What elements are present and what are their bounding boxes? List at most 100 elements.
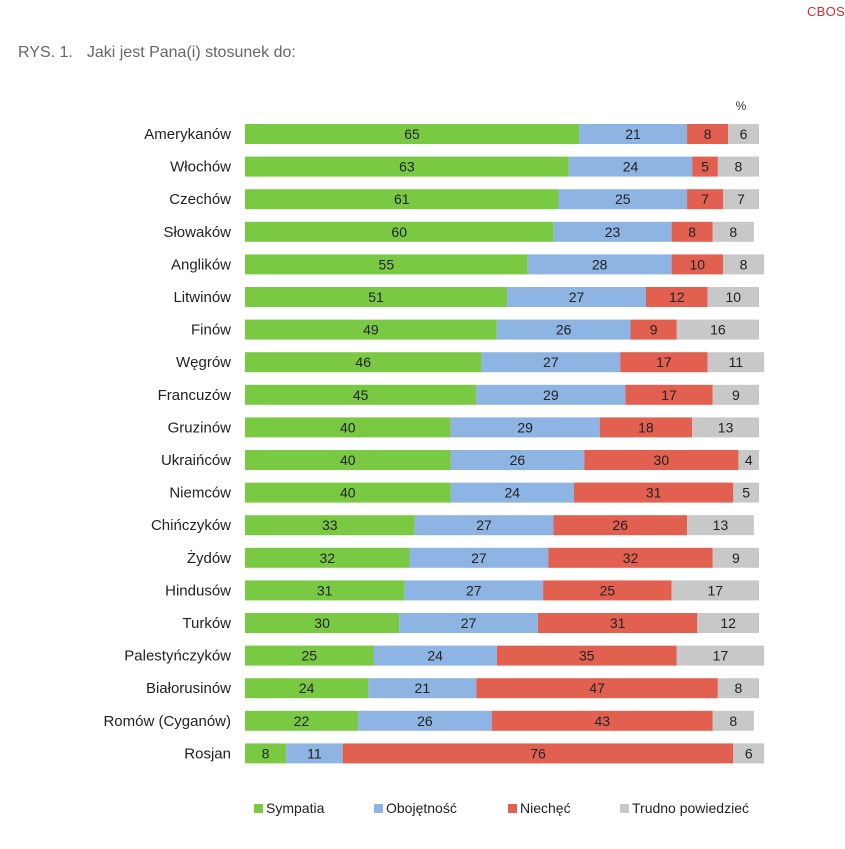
data-label: 12	[720, 615, 736, 631]
data-label: 26	[417, 713, 433, 729]
category-label: Francuzów	[158, 387, 232, 404]
bar-segment	[507, 287, 646, 307]
data-label: 11	[307, 745, 322, 761]
data-label: 17	[656, 354, 672, 370]
bar-segment	[553, 221, 672, 242]
bar-segment	[676, 319, 759, 340]
bar-segment	[723, 254, 765, 275]
data-label: 13	[718, 419, 734, 435]
bar-segment	[707, 287, 759, 307]
category-label: Słowaków	[163, 224, 231, 241]
data-label: 5	[742, 485, 750, 501]
category-label: Hindusów	[165, 582, 231, 599]
bar-segment	[245, 743, 287, 764]
category-label: Romów (Cyganów)	[103, 713, 231, 730]
bar-segment	[671, 221, 713, 242]
legend-swatch	[254, 804, 263, 813]
category-label: Litwinów	[173, 289, 231, 306]
data-label: 4	[745, 452, 753, 468]
bar-segment	[245, 352, 482, 373]
data-label: 5	[701, 159, 709, 175]
data-label: 7	[737, 191, 745, 207]
bar-segment	[245, 124, 580, 144]
data-label: 10	[726, 289, 742, 305]
category-label: Rosjan	[184, 745, 231, 762]
bar-segment	[245, 189, 559, 210]
data-label: 27	[476, 517, 492, 533]
category-label: Węgrów	[176, 354, 231, 371]
category-label: Ukraińców	[161, 452, 231, 469]
bar-segment	[733, 743, 765, 764]
bar-segment	[245, 547, 410, 568]
bar-segment	[245, 319, 497, 340]
data-label: 22	[294, 713, 310, 729]
data-label: 55	[379, 256, 395, 272]
data-label: 25	[600, 582, 616, 598]
data-label: 17	[661, 387, 677, 403]
bar-segment	[630, 319, 677, 340]
category-label: Anglików	[171, 256, 231, 273]
data-label: 8	[735, 680, 743, 696]
bar-segment	[712, 384, 759, 405]
data-label: 27	[471, 550, 487, 566]
data-label: 24	[623, 159, 639, 175]
bar-segment	[687, 189, 724, 210]
legend-label: Trudno powiedzieć	[632, 800, 749, 816]
data-label: 29	[517, 419, 533, 435]
bar-segment	[245, 384, 477, 405]
data-label: 6	[745, 745, 753, 761]
bar-segment	[712, 710, 754, 731]
data-label: 21	[625, 126, 641, 142]
category-label: Amerykanów	[144, 126, 231, 143]
bar-segment	[245, 221, 554, 242]
bar-segment	[476, 678, 718, 699]
data-label: 32	[319, 550, 335, 566]
bar-segment	[548, 547, 713, 568]
bar-segment	[450, 482, 574, 503]
bar-segment	[558, 189, 688, 210]
bar-segment	[450, 417, 600, 438]
figure-number: RYS. 1.	[18, 44, 73, 61]
legend-swatch	[374, 804, 383, 813]
data-label: 18	[638, 419, 654, 435]
bar-segment	[245, 645, 374, 666]
bar-segment	[671, 580, 759, 601]
bar-segment	[733, 482, 759, 503]
category-label: Gruzinów	[168, 419, 232, 436]
data-label: 21	[415, 680, 431, 696]
data-label: 31	[610, 615, 626, 631]
bar-segment	[245, 710, 359, 731]
data-label: 8	[735, 159, 743, 175]
data-label: 26	[510, 452, 526, 468]
data-label: 47	[589, 680, 605, 696]
bar-segment	[599, 417, 693, 438]
data-label: 60	[391, 224, 407, 240]
data-label: 27	[569, 289, 585, 305]
bar-segment	[450, 450, 585, 470]
data-label: 45	[353, 387, 369, 403]
bar-segment	[728, 124, 759, 144]
bar-segment	[496, 645, 677, 666]
figure-title: RYS. 1. Jaki jest Pana(i) stosunek do:	[18, 44, 296, 62]
data-label: 25	[301, 648, 317, 664]
bar-segment	[692, 417, 759, 438]
bar-segment	[584, 450, 739, 470]
data-label: 76	[530, 745, 546, 761]
bar-segment	[496, 319, 631, 340]
data-label: 8	[688, 224, 696, 240]
category-label: Czechów	[169, 191, 231, 208]
bar-segment	[245, 254, 528, 275]
bar-segment	[687, 124, 729, 144]
data-label: 11	[729, 354, 744, 370]
data-label: 27	[461, 615, 477, 631]
data-label: 26	[612, 517, 628, 533]
data-label: 49	[363, 322, 379, 338]
category-label: Chińczyków	[151, 517, 231, 534]
bar-segment	[491, 710, 713, 731]
data-label: 10	[690, 256, 706, 272]
data-label: 12	[669, 289, 685, 305]
data-label: 23	[605, 224, 621, 240]
data-label: 17	[708, 582, 724, 598]
data-label: 31	[317, 582, 333, 598]
data-label: 27	[543, 354, 559, 370]
